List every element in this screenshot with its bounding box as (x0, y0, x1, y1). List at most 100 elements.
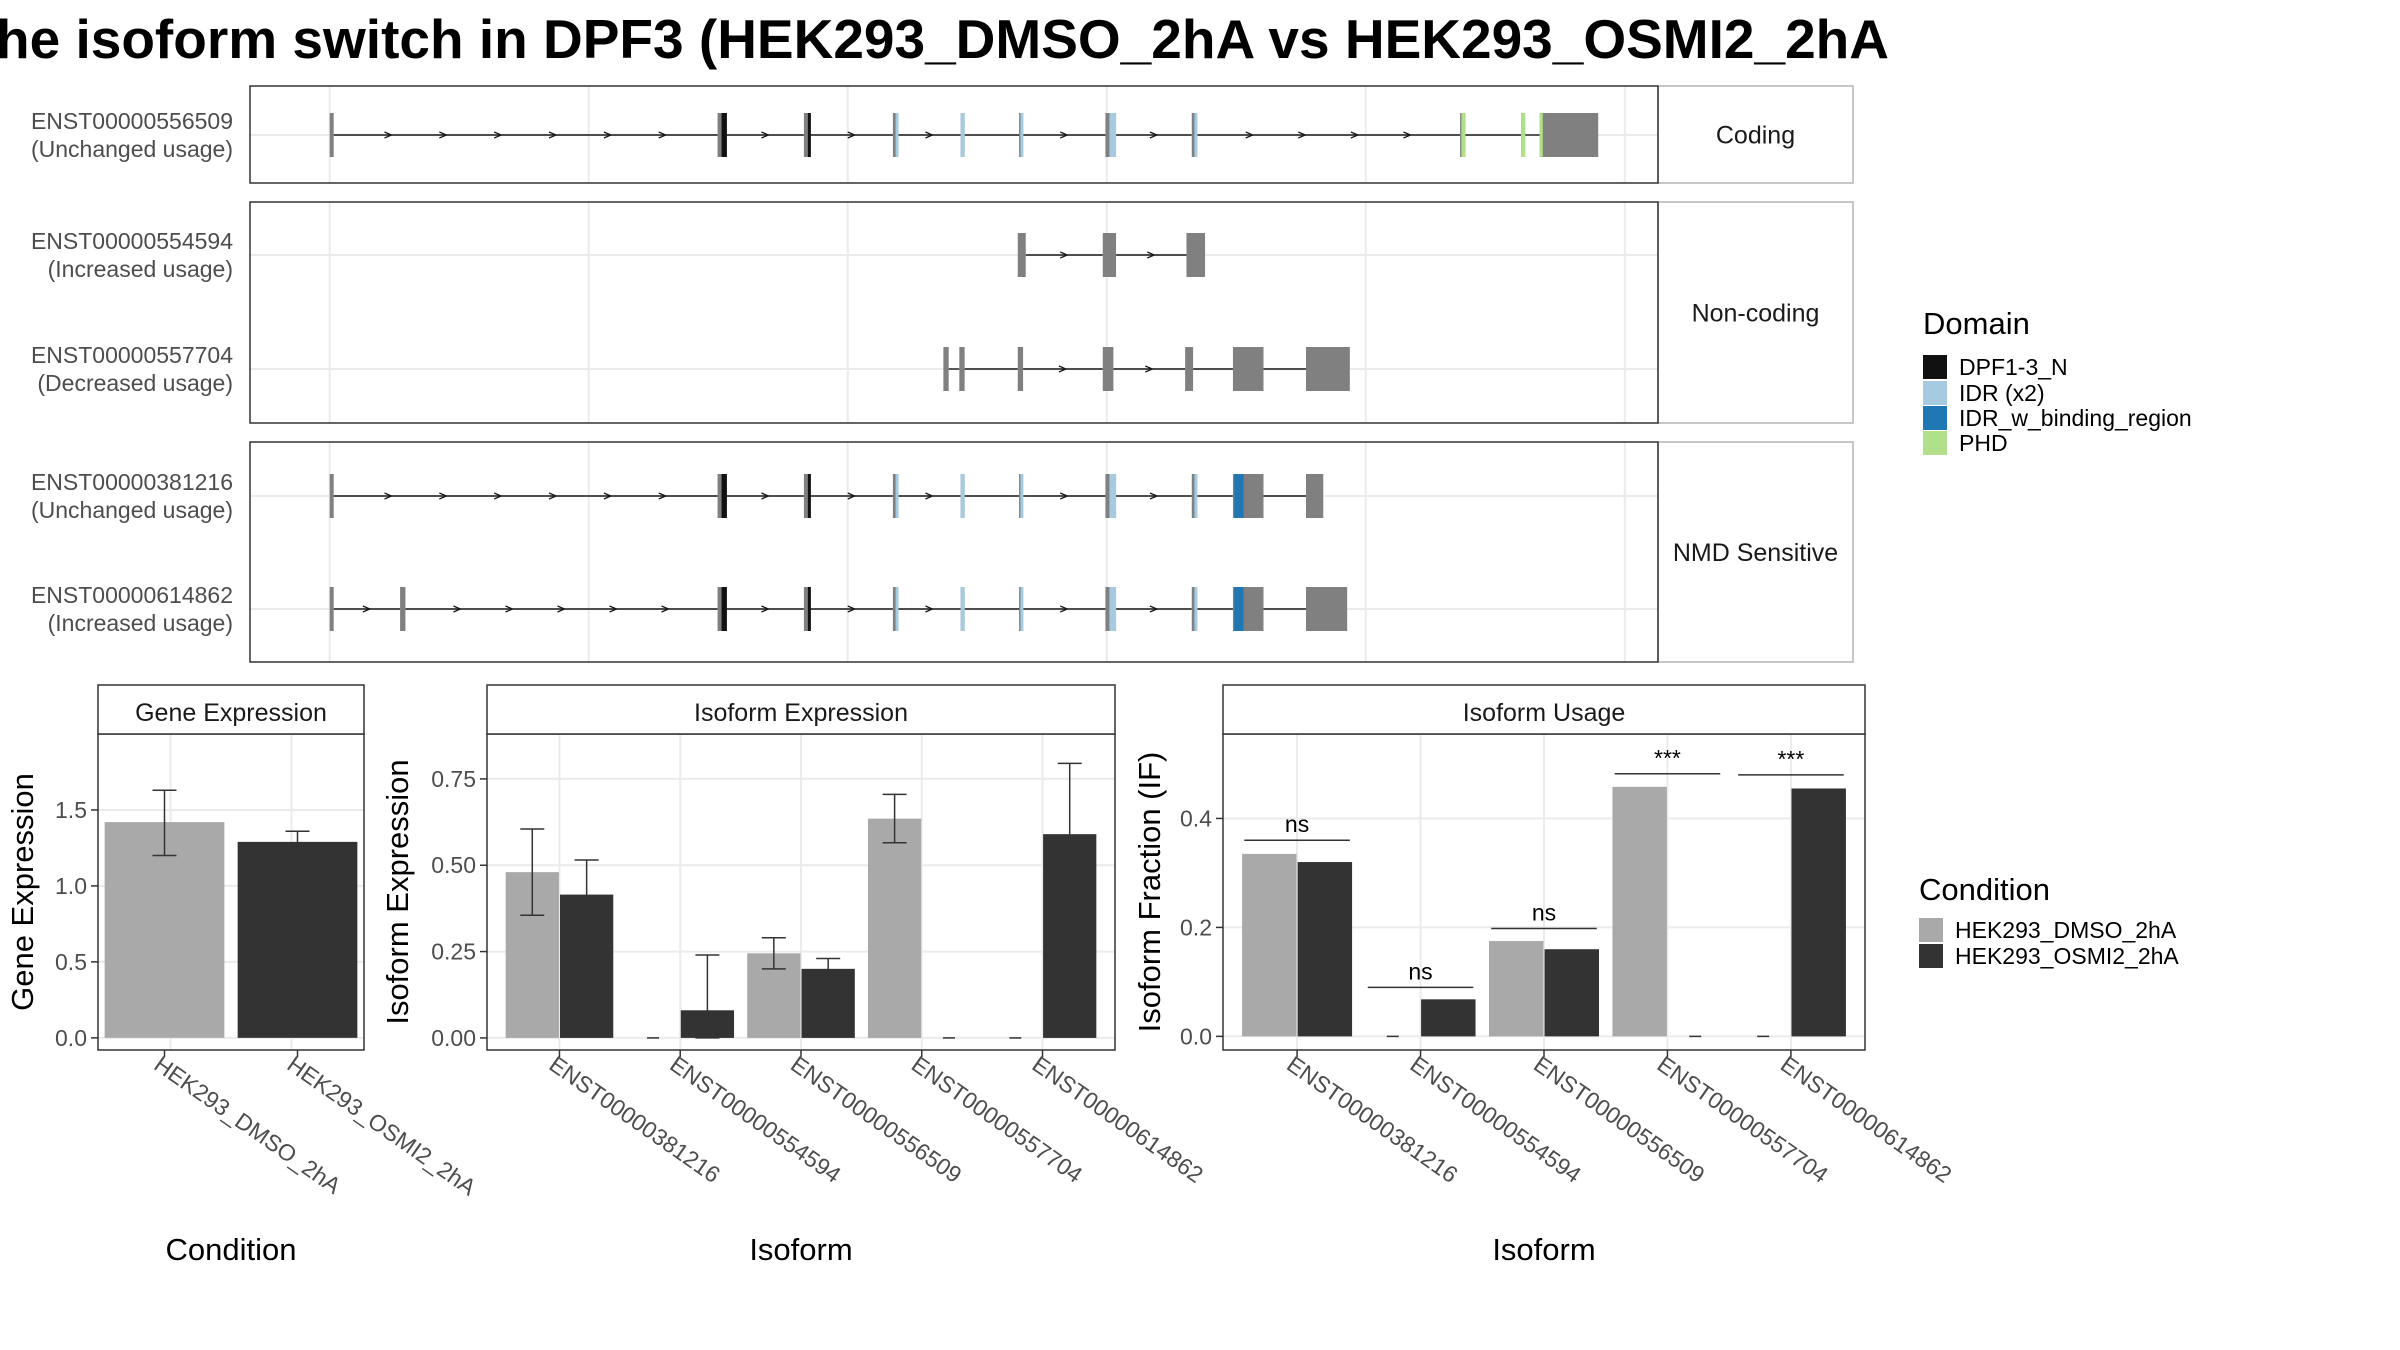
intron-direction-arrow (847, 131, 857, 139)
exon-block (400, 587, 406, 631)
bar (867, 818, 922, 1038)
exon-block (1306, 587, 1348, 631)
significance-label: ns (1285, 811, 1309, 837)
transcript-usage-label: (Unchanged usage) (31, 136, 233, 162)
legend-label-dmso: HEK293_DMSO_2hA (1955, 917, 2177, 943)
intron-direction-arrow (384, 492, 394, 500)
panel-border (249, 201, 1659, 424)
significance-label: ns (1532, 900, 1556, 926)
legend-key-phd (1923, 431, 1947, 455)
bar (1421, 999, 1476, 1037)
intron-direction-arrow (548, 492, 558, 500)
domain-block-idr-x2- (1194, 587, 1198, 631)
domain-block-dpf1-3-n (721, 474, 727, 518)
transcript-id-label: ENST00000557704 (31, 342, 233, 368)
legend-label-dpf1-3-n: DPF1-3_N (1959, 354, 2068, 380)
domain-block-dpf1-3-n (721, 587, 727, 631)
domain-block-dpf1-3-n (807, 474, 811, 518)
intron-direction-arrow (761, 492, 771, 500)
panel-strip (1657, 441, 1854, 663)
intron-direction-arrow (658, 492, 668, 500)
intron-direction-arrow (925, 131, 935, 139)
bar (801, 968, 855, 1038)
domain-block-idr-x2- (1020, 113, 1024, 157)
intron-direction-arrow (493, 492, 503, 500)
intron-direction-arrow (925, 492, 935, 500)
domain-legend: Domain DPF1-3_N IDR (x2) IDR_w_binding_r… (1923, 306, 2192, 456)
domain-block-idr-w-binding-region (1234, 587, 1244, 631)
y-tick-label: 0.25 (431, 939, 476, 965)
domain-legend-title: Domain (1923, 306, 2030, 341)
transcript-id-label: ENST00000556509 (31, 108, 233, 134)
transcript-ENST00000557704: ENST00000557704(Decreased usage) (31, 342, 1350, 396)
exon-block (1102, 347, 1114, 391)
intron-direction-arrow (1059, 251, 1069, 259)
bar (104, 822, 225, 1038)
y-tick-label: 0.75 (431, 766, 476, 792)
transcript-ENST00000556509: ENST00000556509(Unchanged usage) (31, 108, 1599, 162)
intron-direction-arrow (1149, 131, 1159, 139)
exon-block (1232, 347, 1264, 391)
y-tick-label: 0.5 (55, 949, 87, 975)
domain-block-idr-x2- (1109, 587, 1117, 631)
domain-block-idr-x2- (960, 587, 965, 631)
y-tick-label: 0.4 (1180, 805, 1212, 831)
legend-label-idr: IDR (x2) (1959, 380, 2045, 406)
intron-direction-arrow (1146, 251, 1156, 259)
domain-block-idr-x2- (1020, 474, 1024, 518)
transcript-ENST00000381216: ENST00000381216(Unchanged usage) (31, 469, 1324, 523)
domain-block-idr-w-binding-region (1234, 474, 1244, 518)
intron-direction-arrow (925, 605, 935, 613)
x-axis-title: Isoform (749, 1232, 852, 1267)
intron-direction-arrow (661, 605, 671, 613)
bar (1242, 853, 1297, 1037)
y-tick-label: 1.5 (55, 797, 87, 823)
intron-direction-arrow (505, 605, 515, 613)
y-tick-label: 0.50 (431, 852, 476, 878)
y-tick-label: 1.0 (55, 873, 87, 899)
domain-block-idr-x2- (1109, 113, 1117, 157)
intron-direction-arrow (761, 605, 771, 613)
panel-background (250, 442, 1658, 662)
y-axis-title: Isoform Fraction (IF) (1132, 752, 1167, 1033)
transcript-ENST00000614862: ENST00000614862(Increased usage) (31, 582, 1348, 636)
bar (1488, 941, 1544, 1037)
bar-panel-isoform-expression: 0.000.250.500.75ENST00000381216ENST00000… (380, 684, 1208, 1267)
significance-label: ns (1408, 958, 1432, 984)
bar (1791, 788, 1846, 1037)
legend-key-dmso (1919, 918, 1943, 942)
y-axis-title: Isoform Expression (380, 759, 415, 1024)
condition-legend-title: Condition (1919, 872, 2050, 907)
panel-strip (1222, 684, 1866, 735)
intron-direction-arrow (1059, 492, 1069, 500)
bar (1297, 862, 1353, 1037)
legend-key-idr-binding (1923, 406, 1947, 430)
intron-direction-arrow (362, 605, 372, 613)
panel-strip (486, 684, 1116, 735)
exon-block (1186, 233, 1206, 277)
legend-key-osmi2 (1919, 944, 1943, 968)
exon-block (803, 113, 811, 157)
panel-strip-label: Coding (1716, 122, 1795, 150)
intron-direction-arrow (384, 131, 394, 139)
exon-block (1017, 233, 1026, 277)
transcript-usage-label: (Decreased usage) (37, 370, 233, 396)
intron-direction-arrow (1149, 492, 1159, 500)
intron-direction-arrow (603, 492, 613, 500)
panel-background (250, 202, 1658, 423)
domain-block-dpf1-3-n (807, 113, 811, 157)
intron-direction-arrow (439, 131, 449, 139)
domain-block-idr-x2- (1194, 474, 1198, 518)
figure-title: he isoform switch in DPF3 (HEK293_DMSO_2… (0, 8, 1889, 70)
intron-direction-arrow (847, 605, 857, 613)
domain-block-idr-x2- (1194, 113, 1198, 157)
exon-block (803, 474, 811, 518)
intron-direction-arrow (1059, 131, 1069, 139)
legend-key-dpf1-3-n (1923, 355, 1947, 379)
domain-block-idr-x2- (960, 113, 965, 157)
domain-block-idr-x2- (895, 587, 899, 631)
panel-strip-label: Non-coding (1692, 300, 1820, 328)
intron-direction-arrow (1245, 131, 1255, 139)
transcript-usage-label: (Increased usage) (48, 610, 233, 636)
intron-direction-arrow (603, 131, 613, 139)
